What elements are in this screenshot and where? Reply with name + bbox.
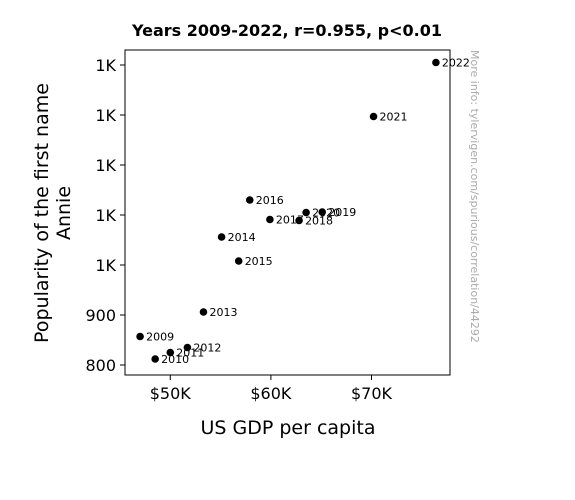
x-tick-label: $70K xyxy=(351,384,393,403)
y-tick-label: 1K xyxy=(95,256,116,275)
point-label: 2021 xyxy=(380,111,408,124)
y-axis: 800 900 1K 1K 1K 1K 1K xyxy=(85,56,125,375)
point-label: 2012 xyxy=(193,342,221,355)
data-point xyxy=(199,308,208,316)
point-label: 2009 xyxy=(146,331,174,344)
x-axis-label: US GDP per capita xyxy=(201,417,376,439)
x-tick-label: $50K xyxy=(150,384,192,403)
point-label: 2013 xyxy=(209,306,237,319)
y-tick-label: 1K xyxy=(95,156,116,175)
data-point xyxy=(432,58,440,67)
chart-title: Years 2009-2022, r=0.955, p<0.01 xyxy=(131,21,442,40)
point-label: 2016 xyxy=(256,194,284,207)
point-label: 2015 xyxy=(245,255,273,268)
point-label: 2019 xyxy=(328,206,356,219)
x-tick-label: $60K xyxy=(250,384,292,403)
data-point xyxy=(183,343,192,352)
data-point xyxy=(234,257,243,265)
data-point xyxy=(302,208,310,217)
plot-frame xyxy=(124,49,451,376)
y-tick-label: 800 xyxy=(85,356,116,375)
data-point xyxy=(151,355,159,363)
y-tick-label: 1K xyxy=(95,106,116,125)
x-axis: $50K $60K $70K xyxy=(150,375,393,403)
watermark-text: More info: tylervigen.com/spurious/corre… xyxy=(468,50,481,343)
y-tick-label: 900 xyxy=(85,306,116,325)
y-axis-label-line-2: Annie xyxy=(53,186,75,240)
data-point xyxy=(295,216,303,225)
data-point xyxy=(369,112,378,121)
point-label: 2020 xyxy=(312,207,340,220)
data-point xyxy=(217,233,226,241)
point-label: 2010 xyxy=(161,353,189,366)
y-tick-label: 1K xyxy=(95,56,116,75)
y-axis-label-line-1: Popularity of the first name xyxy=(31,83,53,343)
data-point xyxy=(136,332,144,341)
point-label: 2011 xyxy=(176,347,204,360)
point-label: 2022 xyxy=(442,57,470,70)
data-point xyxy=(318,208,327,216)
data-point xyxy=(166,348,175,357)
y-tick-label: 1K xyxy=(95,206,116,225)
data-point xyxy=(245,196,254,204)
data-point xyxy=(266,215,274,224)
point-label: 2014 xyxy=(228,231,256,244)
point-label: 2018 xyxy=(305,215,333,228)
